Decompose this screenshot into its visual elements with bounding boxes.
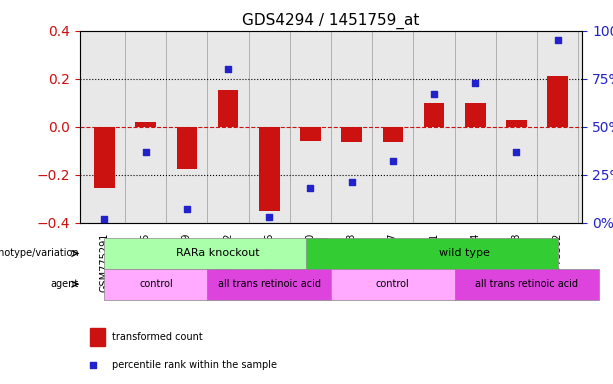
Bar [300, 127, 321, 141]
Text: all trans retinoic acid: all trans retinoic acid [475, 279, 578, 289]
Point [388, 158, 398, 164]
Text: control: control [139, 279, 173, 289]
Point [99, 216, 109, 222]
Bar [259, 127, 280, 211]
FancyBboxPatch shape [455, 269, 599, 300]
Point [182, 206, 192, 212]
Text: all trans retinoic acid: all trans retinoic acid [218, 279, 321, 289]
Bar [424, 103, 444, 127]
Title: GDS4294 / 1451759_at: GDS4294 / 1451759_at [242, 13, 420, 29]
Point [470, 79, 480, 86]
FancyBboxPatch shape [104, 238, 327, 269]
Point [141, 149, 151, 155]
FancyBboxPatch shape [306, 238, 558, 269]
Bar [218, 89, 238, 127]
Bar [341, 127, 362, 142]
Point [511, 149, 521, 155]
Point [264, 214, 274, 220]
FancyBboxPatch shape [331, 269, 455, 300]
Text: percentile rank within the sample: percentile rank within the sample [112, 360, 277, 370]
Bar [383, 127, 403, 142]
Bar [89, 328, 105, 346]
Text: RARa knockout: RARa knockout [176, 248, 259, 258]
Point [347, 179, 357, 185]
FancyBboxPatch shape [207, 269, 331, 300]
Bar [94, 127, 115, 188]
Point [449, 207, 459, 213]
Text: transformed count: transformed count [112, 332, 203, 342]
Text: agent: agent [51, 279, 79, 289]
Bar [465, 103, 485, 127]
FancyBboxPatch shape [104, 269, 207, 300]
Point [223, 66, 233, 72]
Bar [547, 76, 568, 127]
Bar [177, 127, 197, 169]
Point [305, 185, 315, 191]
Text: wild type: wild type [440, 248, 490, 258]
Text: genotype/variation: genotype/variation [0, 248, 79, 258]
Point [553, 37, 563, 43]
Text: control: control [376, 279, 409, 289]
Point [429, 91, 439, 97]
Bar [506, 119, 527, 127]
Bar [135, 122, 156, 127]
